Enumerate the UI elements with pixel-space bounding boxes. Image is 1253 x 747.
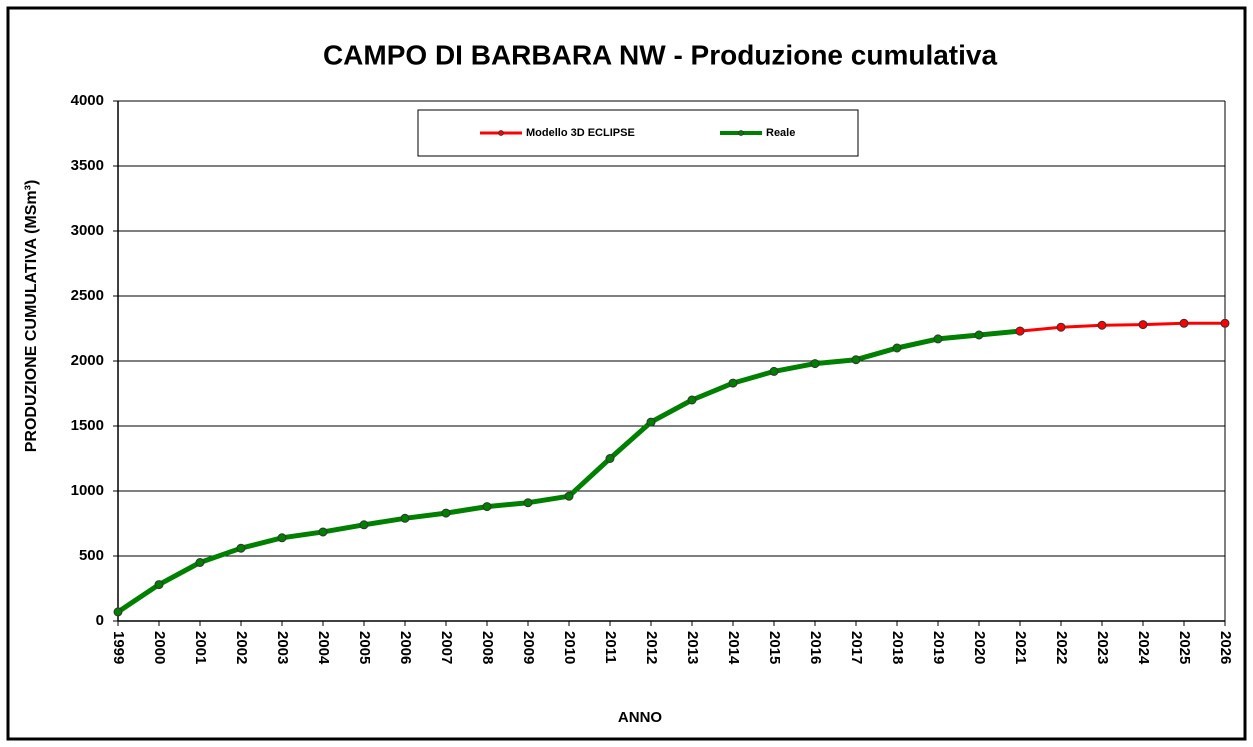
y-tick-label: 2500 <box>71 287 104 304</box>
x-tick-label: 2017 <box>848 631 865 664</box>
y-tick-label: 3000 <box>71 222 104 239</box>
x-tick-label: 2024 <box>1135 631 1152 665</box>
x-tick-label: 2009 <box>520 631 537 664</box>
x-tick-label: 2022 <box>1053 631 1070 664</box>
data-point <box>359 520 369 530</box>
data-point <box>195 558 205 567</box>
chart-title: CAMPO DI BARBARA NW - Produzione cumulat… <box>323 39 998 70</box>
x-tick-label: 2012 <box>643 631 660 664</box>
legend-label: Reale <box>766 127 795 139</box>
data-point <box>851 355 861 365</box>
x-tick-label: 2019 <box>930 631 947 664</box>
data-point <box>482 502 492 512</box>
legend-swatch-marker <box>498 130 504 136</box>
x-axis-label: ANNO <box>618 709 662 726</box>
x-tick-label: 2002 <box>233 631 250 664</box>
data-point <box>1138 320 1148 330</box>
data-point <box>1179 318 1189 328</box>
y-tick-label: 500 <box>79 547 104 564</box>
data-point <box>810 359 820 369</box>
x-tick-label: 2014 <box>725 631 742 665</box>
data-point <box>113 607 123 617</box>
data-point <box>523 498 533 508</box>
y-axis-label: PRODUZIONE CUMULATIVA (MSm³) <box>23 180 40 453</box>
x-tick-label: 2025 <box>1176 631 1193 664</box>
data-point <box>1015 326 1025 336</box>
x-tick-label: 2015 <box>766 631 783 664</box>
data-point <box>974 330 984 340</box>
data-point <box>1056 322 1066 332</box>
x-tick-label: 2020 <box>971 631 988 664</box>
x-tick-label: 2004 <box>315 631 332 665</box>
x-tick-label: 2018 <box>889 631 906 664</box>
data-point <box>1097 320 1107 330</box>
x-tick-label: 2001 <box>192 631 209 664</box>
x-tick-label: 2008 <box>479 631 496 664</box>
data-point <box>318 527 328 537</box>
data-point <box>769 366 779 376</box>
data-point <box>605 454 615 463</box>
x-tick-label: 2026 <box>1217 631 1234 664</box>
y-tick-label: 3500 <box>71 157 104 174</box>
legend-label: Modello 3D ECLIPSE <box>526 127 635 139</box>
data-point <box>400 513 410 523</box>
x-tick-label: 2016 <box>807 631 824 664</box>
x-tick-label: 2000 <box>151 631 168 664</box>
data-point <box>933 334 943 344</box>
y-tick-label: 4000 <box>71 92 104 109</box>
data-point <box>277 533 287 543</box>
data-point <box>154 580 164 590</box>
data-point <box>892 343 902 353</box>
x-tick-label: 2010 <box>561 631 578 664</box>
data-point <box>236 543 246 553</box>
x-tick-label: 2013 <box>684 631 701 664</box>
legend-swatch-marker <box>738 130 744 136</box>
y-tick-label: 2000 <box>71 352 104 369</box>
data-point <box>728 378 738 388</box>
x-tick-label: 2011 <box>602 631 619 664</box>
data-point <box>1220 318 1230 328</box>
data-point <box>687 395 697 405</box>
data-point <box>646 417 656 427</box>
data-point <box>564 491 574 501</box>
y-tick-label: 0 <box>96 612 104 629</box>
series-line <box>1019 321 1225 333</box>
x-tick-label: 2007 <box>438 631 455 664</box>
y-tick-label: 1500 <box>71 417 104 434</box>
x-tick-label: 2023 <box>1094 631 1111 664</box>
y-tick-label: 1000 <box>71 482 104 499</box>
x-tick-label: 2006 <box>397 631 414 664</box>
data-point <box>441 508 451 518</box>
x-tick-label: 2005 <box>356 631 373 664</box>
x-tick-label: 2021 <box>1012 631 1029 664</box>
x-tick-label: 1999 <box>110 631 127 664</box>
x-tick-label: 2003 <box>274 631 291 664</box>
